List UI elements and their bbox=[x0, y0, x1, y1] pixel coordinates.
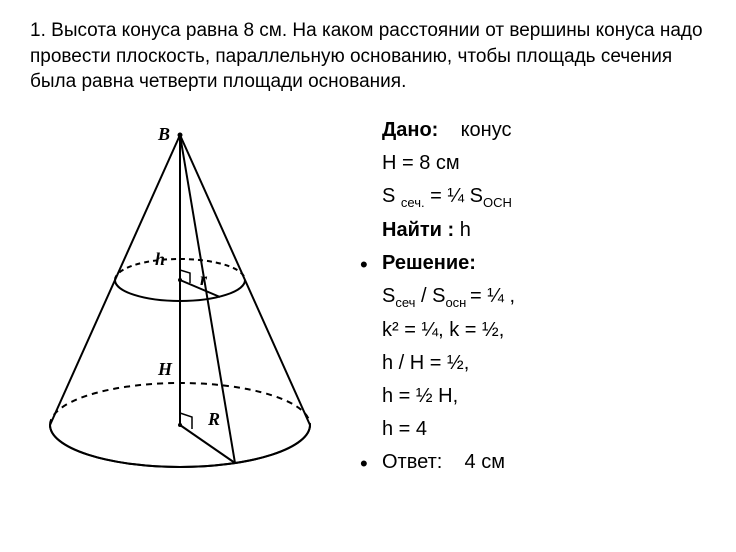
label-h: h bbox=[155, 249, 165, 269]
given-label: Дано: bbox=[382, 119, 438, 141]
solve-label: Решение: bbox=[382, 252, 476, 274]
cone-diagram: B h r H R bbox=[30, 115, 330, 485]
S-prefix: S bbox=[382, 185, 401, 207]
solution-block: Дано: конус H = 8 см S сеч. = ¼ SОСН Най… bbox=[350, 115, 706, 485]
k-line: k² = ¼, k = ½, bbox=[360, 315, 706, 346]
problem-text-body: Высота конуса равна 8 см. На каком расст… bbox=[30, 20, 703, 92]
h-eq-line: h = ½ H, bbox=[360, 381, 706, 412]
label-H: H bbox=[157, 359, 173, 379]
S-mid: = ¼ S bbox=[425, 185, 483, 207]
ratio-sub2: осн bbox=[445, 295, 470, 310]
answer-label: Ответ: bbox=[382, 451, 442, 473]
label-R: R bbox=[207, 409, 220, 429]
ratio-prefix: S bbox=[382, 285, 395, 307]
ratio-mid: / S bbox=[415, 285, 445, 307]
given-line: Дано: конус bbox=[360, 115, 706, 146]
content-area: B h r H R Дано: конус H = 8 см S сеч. = … bbox=[30, 115, 706, 485]
H-line: H = 8 см bbox=[360, 148, 706, 179]
base-center bbox=[178, 423, 182, 427]
label-r: r bbox=[200, 269, 208, 289]
base-ellipse-front2 bbox=[50, 425, 310, 467]
label-B: B bbox=[157, 124, 170, 144]
find-label: Найти : bbox=[382, 219, 454, 241]
problem-number: 1. bbox=[30, 20, 46, 41]
find-var: h bbox=[460, 219, 471, 241]
ratio-line: Sсеч / Sосн = ¼ , bbox=[360, 281, 706, 313]
S-sub1: сеч. bbox=[401, 195, 425, 210]
S-line: S сеч. = ¼ SОСН bbox=[360, 181, 706, 213]
section-center bbox=[178, 278, 182, 282]
answer-line: Ответ: 4 см bbox=[360, 447, 706, 478]
find-line: Найти : h bbox=[360, 215, 706, 246]
ratio-sub1: сеч bbox=[395, 295, 415, 310]
ratio-end: = ¼ , bbox=[470, 285, 515, 307]
S-sub2: ОСН bbox=[483, 195, 512, 210]
cone-svg: B h r H R bbox=[30, 115, 330, 485]
solve-heading: Решение: bbox=[360, 248, 706, 279]
apex-point bbox=[178, 132, 183, 137]
hH-line: h / H = ½, bbox=[360, 348, 706, 379]
problem-statement: 1. Высота конуса равна 8 см. На каком ра… bbox=[30, 18, 706, 95]
given-obj: конус bbox=[461, 119, 512, 141]
answer-val: 4 см bbox=[465, 451, 505, 473]
big-radius bbox=[180, 425, 235, 463]
h-val-line: h = 4 bbox=[360, 414, 706, 445]
